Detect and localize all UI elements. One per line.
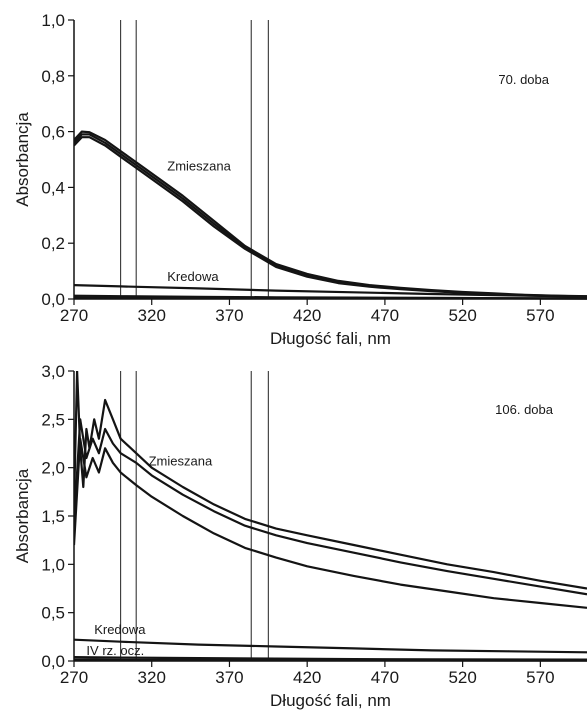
series-line-1 xyxy=(74,371,587,590)
y-tick-label: 2,5 xyxy=(41,410,65,429)
x-tick-label: 420 xyxy=(293,306,321,325)
x-tick-label: 370 xyxy=(215,306,243,325)
x-tick-label: 520 xyxy=(448,668,476,687)
y-tick-label: 0,2 xyxy=(41,234,65,253)
y-tick-label: 0,4 xyxy=(41,178,65,197)
series-line-6 xyxy=(74,296,587,300)
series-label: Zmieszana xyxy=(149,454,213,469)
chart-panel-2: 270 320 370 420 470 520 570 0,0 0,5 1,0 1,5 2,0 2,5 3… xyxy=(13,362,587,710)
y-tick-label: 2,0 xyxy=(41,459,65,478)
y-tick-label: 0,6 xyxy=(41,123,65,142)
x-axis-title: Długość fali, nm xyxy=(270,329,391,348)
series-line-6 xyxy=(74,658,587,662)
x-axis-title: Długość fali, nm xyxy=(270,691,391,710)
y-tick-label: 0,0 xyxy=(41,290,65,309)
x-tick-label: 570 xyxy=(526,306,554,325)
series-group xyxy=(74,371,587,662)
x-tick-label: 270 xyxy=(60,668,88,687)
x-tick-label: 420 xyxy=(293,668,321,687)
panel-annotation: 106. doba xyxy=(495,402,554,417)
y-tick-label: 0,8 xyxy=(41,67,65,86)
panel-annotation: 70. doba xyxy=(498,72,549,87)
series-line-2 xyxy=(74,418,587,596)
y-tick-label: 0,5 xyxy=(41,604,65,623)
chart-panel-1: 270 320 370 420 470 520 570 0,0 0,2 0,4 0,6 0,8 1,0 D… xyxy=(13,11,587,348)
series-line-4 xyxy=(74,638,587,654)
y-tick-label: 0,0 xyxy=(41,652,65,671)
series-label: Zmieszana xyxy=(167,159,231,174)
series-line-2 xyxy=(74,133,587,298)
series-label: IV rz. ocz. xyxy=(86,643,144,658)
x-tick-label: 320 xyxy=(138,668,166,687)
x-tick-label: 470 xyxy=(371,668,399,687)
series-line-1 xyxy=(74,130,587,298)
series-group xyxy=(74,130,587,300)
y-axis-title: Absorbancja xyxy=(13,112,32,207)
series-line-3 xyxy=(74,437,587,609)
x-tick-label: 270 xyxy=(60,306,88,325)
y-tick-label: 3,0 xyxy=(41,362,65,381)
x-tick-label: 320 xyxy=(138,306,166,325)
series-line-3 xyxy=(74,136,587,298)
series-line-4 xyxy=(74,284,587,298)
y-axis-title: Absorbancja xyxy=(13,468,32,563)
x-tick-label: 520 xyxy=(448,306,476,325)
series-label: Kredowa xyxy=(94,622,146,637)
x-tick-label: 570 xyxy=(526,668,554,687)
y-tick-label: 1,0 xyxy=(41,11,65,30)
x-tick-label: 470 xyxy=(371,306,399,325)
x-tick-label: 370 xyxy=(215,668,243,687)
y-tick-label: 1,5 xyxy=(41,507,65,526)
y-tick-label: 1,0 xyxy=(41,555,65,574)
series-label: Kredowa xyxy=(167,269,219,284)
